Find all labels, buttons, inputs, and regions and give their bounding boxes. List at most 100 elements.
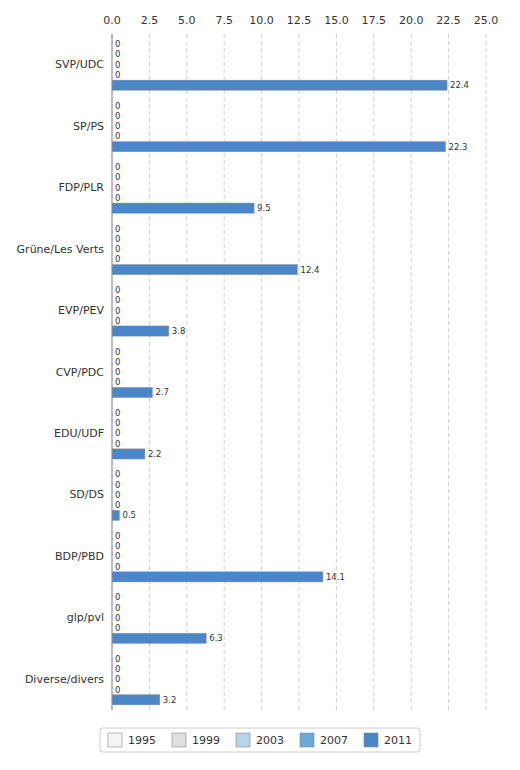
data-label: 14.1 [326,572,345,582]
data-label: 0 [115,234,120,244]
chart: 0.02.55.07.510.012.515.017.520.022.525.0… [0,0,520,770]
bar [112,510,119,520]
data-label: 0 [115,664,120,674]
data-label: 0.5 [122,510,136,520]
x-axis: 0.02.55.07.510.012.515.017.520.022.525.0 [103,14,498,27]
data-label: 0 [115,623,120,633]
category-label: glp/pvl [67,611,104,624]
legend-swatch [172,733,186,747]
tick-label: 5.0 [178,14,196,27]
grid-line [299,34,300,710]
data-label: 0 [115,183,120,193]
grid-line [261,34,262,710]
data-label: 2.2 [148,449,162,459]
legend-box [100,728,420,752]
legend-label: 1999 [192,734,220,747]
data-label: 3.2 [163,695,177,705]
data-label: 0 [115,306,120,316]
data-label: 0 [115,377,120,387]
data-label: 0 [115,418,120,428]
category-label: EDU/UDF [54,427,104,440]
category-label: Grüne/Les Verts [17,243,105,256]
data-label: 0 [115,162,120,172]
legend-label: 2011 [384,734,412,747]
data-label: 0 [115,613,120,623]
data-label: 0 [115,193,120,203]
data-label: 0 [115,562,120,572]
data-label: 0 [115,674,120,684]
data-label: 0 [115,254,120,264]
data-label: 0 [115,469,120,479]
data-label: 6.3 [209,633,223,643]
data-label: 0 [115,60,120,70]
data-label: 0 [115,111,120,121]
bar [112,572,323,582]
tick-label: 10.0 [249,14,274,27]
tick-label: 17.5 [362,14,387,27]
data-label: 22.4 [450,80,469,90]
tick-label: 2.5 [141,14,159,27]
data-label: 0 [115,685,120,695]
axis-line [112,34,113,710]
data-labels: 000022.4000022.300009.5000012.400003.800… [115,39,469,705]
bar [112,80,447,90]
grid-line [373,34,374,710]
data-label: 0 [115,592,120,602]
data-label: 0 [115,531,120,541]
data-label: 0 [115,39,120,49]
grid-line [186,34,187,710]
bar [112,142,446,152]
bar [112,326,169,336]
tick-label: 0.0 [103,14,121,27]
data-label: 0 [115,654,120,664]
grid-line [224,34,225,710]
data-label: 0 [115,316,120,326]
legend: 19951999200320072011 [100,728,420,752]
data-label: 0 [115,541,120,551]
category-label: SVP/UDC [55,58,104,71]
grid-line [448,34,449,710]
data-label: 0 [115,101,120,111]
data-label: 0 [115,70,120,80]
legend-swatch [300,733,314,747]
grid-line [112,34,113,710]
tick-label: 15.0 [324,14,349,27]
data-label: 0 [115,367,120,377]
data-label: 9.5 [257,203,271,213]
data-label: 0 [115,603,120,613]
data-label: 0 [115,408,120,418]
legend-label: 2007 [320,734,348,747]
tick-label: 12.5 [287,14,312,27]
category-label: BDP/PBD [55,550,104,563]
category-label: SP/PS [73,120,104,133]
data-label: 0 [115,295,120,305]
category-label: CVP/PDC [56,366,105,379]
grid-line [486,34,487,710]
data-label: 0 [115,500,120,510]
data-label: 0 [115,224,120,234]
y-axis: SVP/UDC SP/PS FDP/PLR Grüne/Les Verts EVP/PE… [17,58,105,686]
data-label: 0 [115,49,120,59]
category-label: FDP/PLR [58,181,104,194]
data-label: 0 [115,347,120,357]
tick-label: 20.0 [399,14,424,27]
data-label: 0 [115,172,120,182]
legend-swatch [364,733,378,747]
category-label: EVP/PEV [58,304,104,317]
data-label: 3.8 [172,326,186,336]
bar [112,387,152,397]
grid [112,34,486,710]
data-label: 0 [115,131,120,141]
data-label: 0 [115,439,120,449]
grid-line [149,34,150,710]
legend-label: 1995 [128,734,156,747]
data-label: 12.4 [301,265,320,275]
legend-swatch [108,733,122,747]
category-label: SD/DS [69,488,104,501]
bar [112,633,206,643]
tick-label: 25.0 [474,14,499,27]
category-label: Diverse/divers [25,673,104,686]
tick-label: 22.5 [436,14,461,27]
data-label: 0 [115,480,120,490]
grid-line [336,34,337,710]
